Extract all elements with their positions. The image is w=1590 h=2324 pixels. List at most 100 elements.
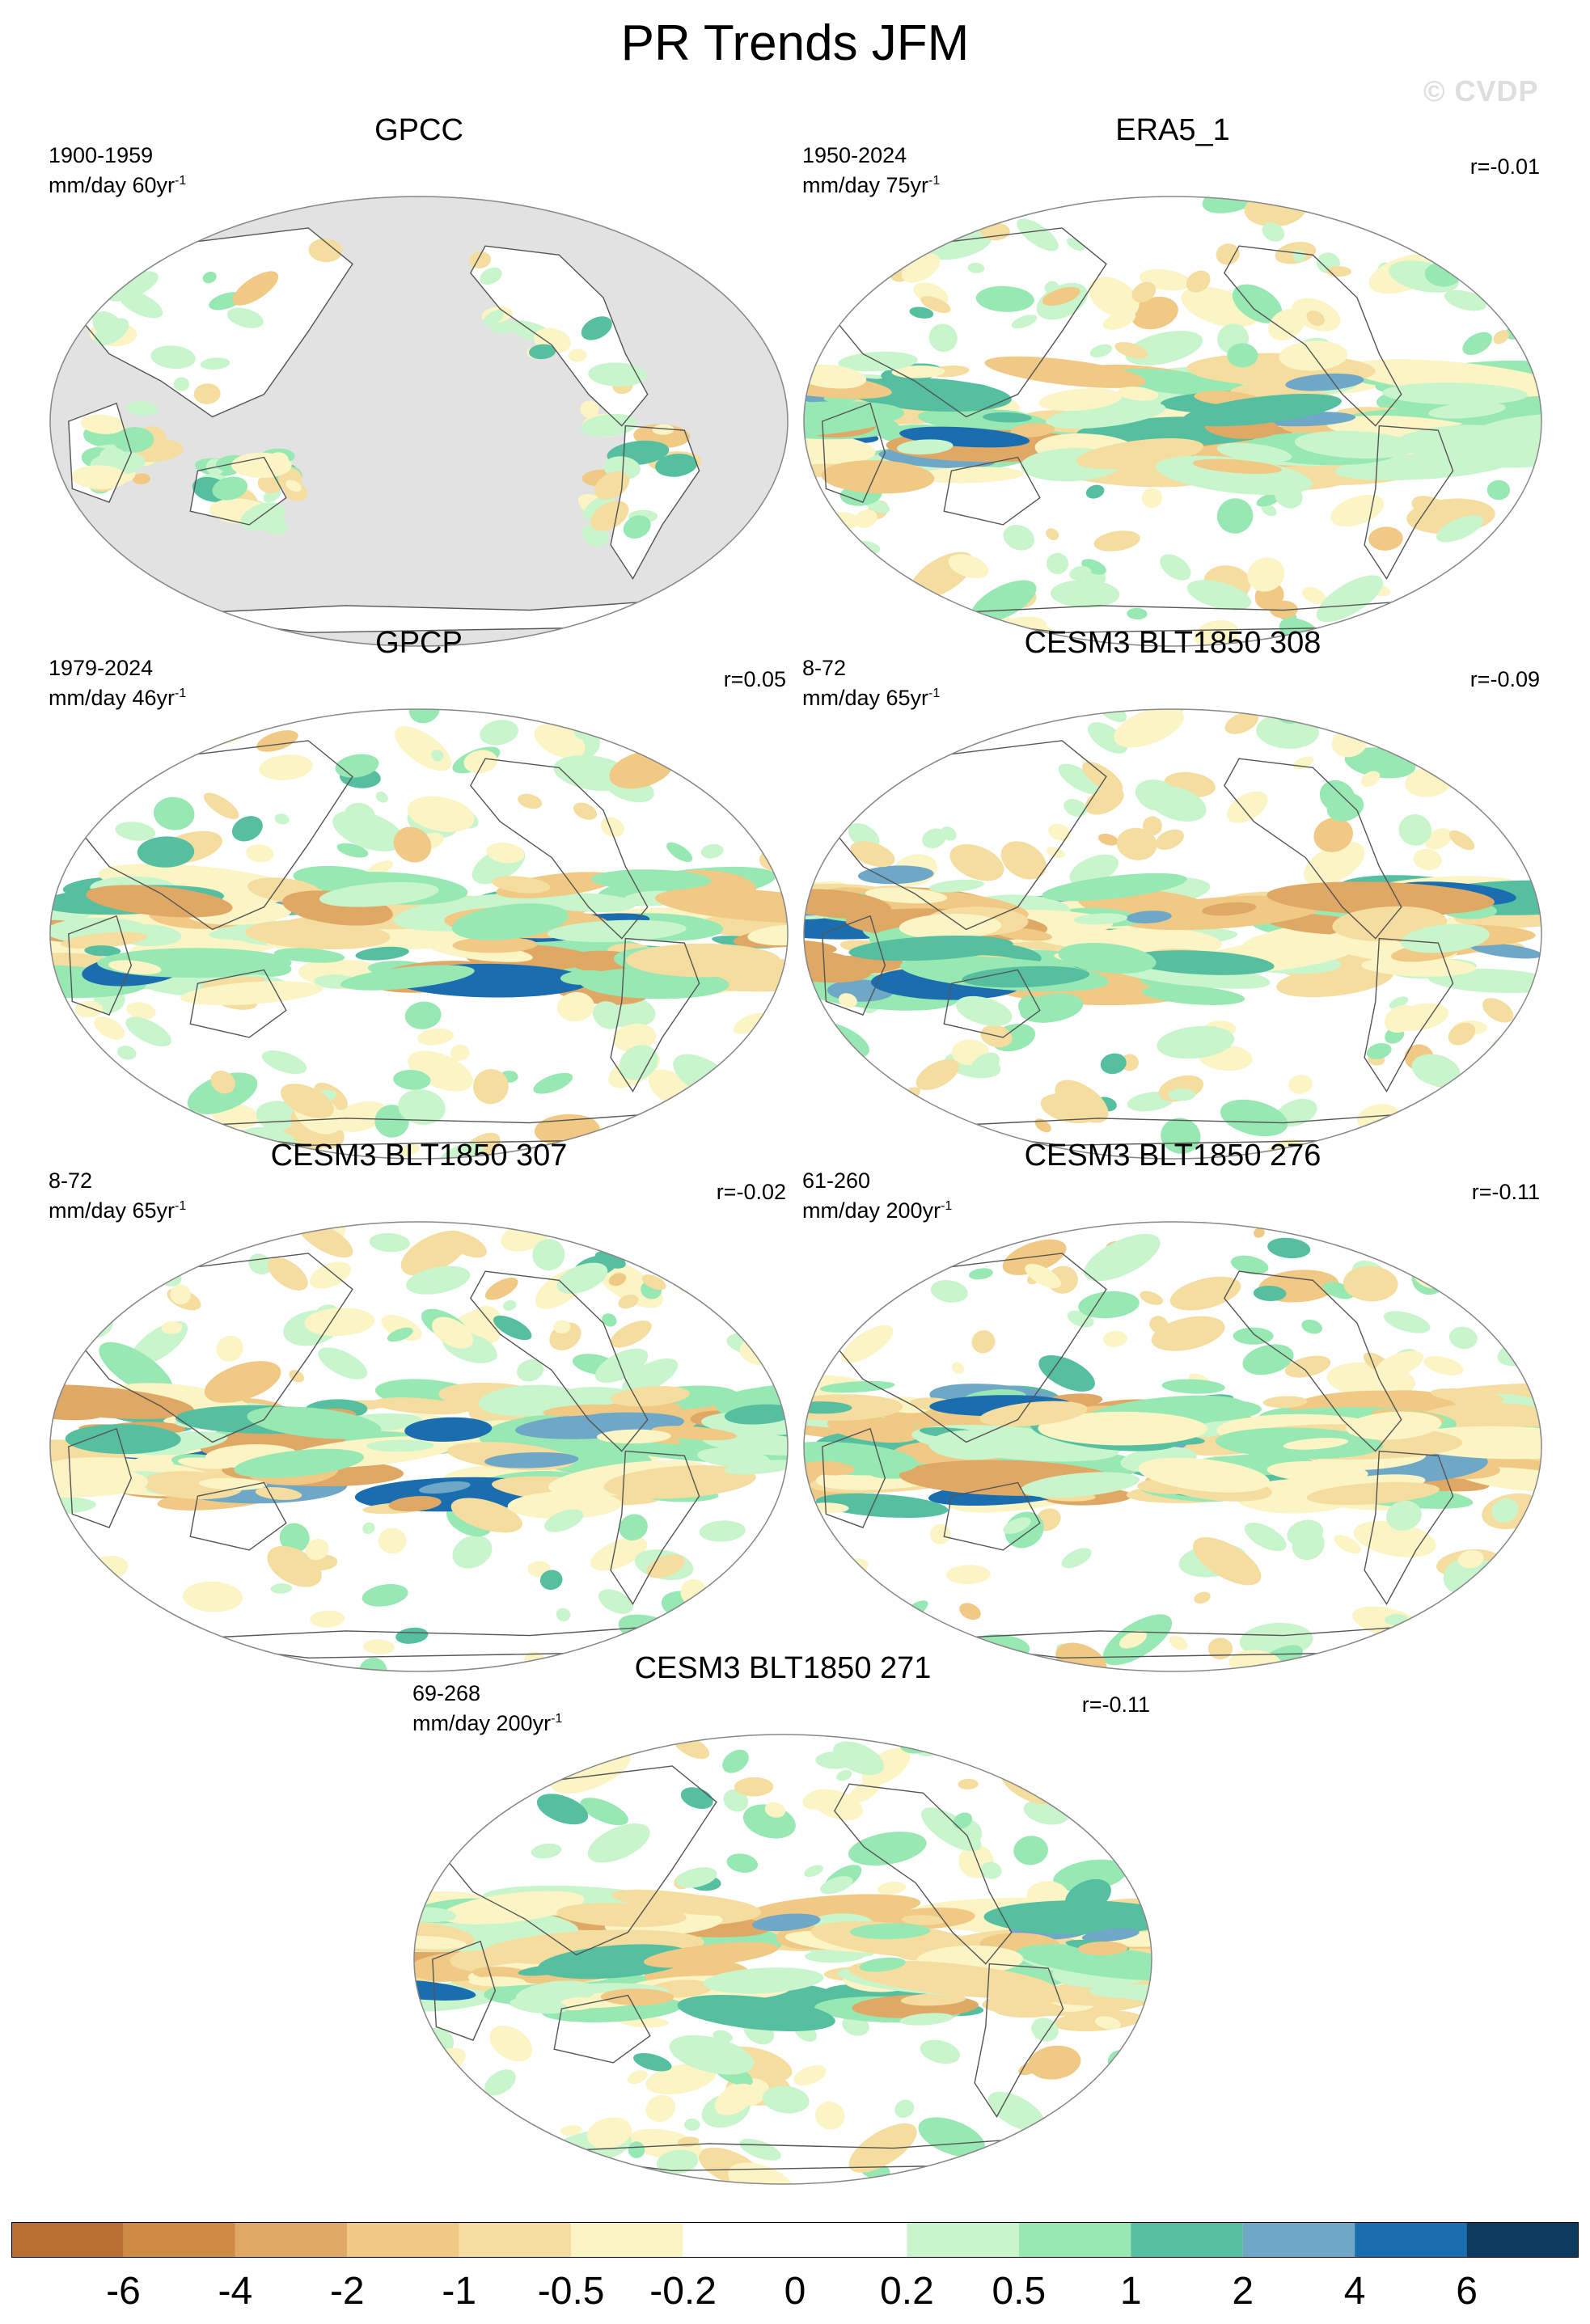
trend-contour — [1262, 1396, 1308, 1409]
colorbar-box — [11, 2222, 124, 2258]
trend-contour — [848, 935, 1013, 961]
trend-contour — [50, 1461, 149, 1498]
trend-contour — [1131, 296, 1178, 330]
trend-contour — [1053, 1859, 1127, 1892]
trend-contour — [1084, 1233, 1161, 1282]
trend-contour — [518, 793, 543, 809]
trend-contour — [1383, 1311, 1431, 1333]
trend-contour — [675, 1867, 717, 1888]
trend-contour — [1169, 1276, 1241, 1311]
trend-contour — [1389, 996, 1409, 1009]
trend-contour — [937, 1222, 979, 1244]
trend-contour — [628, 2141, 645, 2158]
trend-contour — [1186, 270, 1211, 293]
trend-contour — [108, 960, 162, 974]
trend-contour — [1202, 902, 1257, 916]
trend-contour — [1089, 1986, 1136, 1998]
trend-contour — [1233, 1327, 1274, 1345]
trend-contour — [50, 1320, 82, 1355]
trend-contour — [369, 1232, 410, 1253]
units-text: mm/day 46yr — [49, 686, 175, 710]
trend-contour — [592, 1001, 624, 1029]
trend-contour — [1460, 715, 1535, 752]
colorbar-box — [571, 2222, 683, 2258]
trend-contour — [804, 1375, 863, 1399]
trend-contour — [1482, 998, 1514, 1023]
trend-contour — [393, 1070, 431, 1090]
trend-contour — [1216, 498, 1254, 534]
trend-contour — [161, 1320, 183, 1334]
trend-contour — [970, 1052, 1000, 1075]
coastline — [833, 1783, 1013, 1965]
trend-contour — [804, 196, 842, 226]
colorbar-box — [1466, 2222, 1579, 2258]
trend-contour — [1385, 1500, 1422, 1531]
units-text: mm/day 200yr — [412, 1711, 552, 1735]
trend-contour — [1493, 547, 1528, 581]
trend-contour — [1072, 1760, 1152, 1802]
trend-contour — [861, 1747, 911, 1786]
trend-contour — [747, 924, 788, 946]
trend-contour — [1330, 494, 1385, 527]
trend-contour — [1430, 1388, 1504, 1404]
trend-contour — [1046, 552, 1069, 575]
trend-contour — [304, 1308, 375, 1337]
map-border — [49, 708, 789, 1160]
trend-contour — [472, 1069, 509, 1105]
trend-contour — [1028, 2045, 1081, 2080]
coastline — [442, 1765, 717, 1956]
trend-contour — [484, 1278, 518, 1300]
trend-contour — [1448, 1022, 1476, 1046]
trend-contour — [1143, 816, 1162, 836]
trend-contour — [94, 1016, 125, 1040]
trend-contour — [618, 1294, 639, 1309]
trend-contour — [492, 2152, 521, 2170]
trend-contour — [1469, 943, 1541, 959]
trend-contour — [970, 580, 1037, 623]
trend-contour — [1401, 1426, 1541, 1460]
trend-contour — [1093, 530, 1140, 551]
trend-contour — [340, 965, 475, 991]
trend-contour — [510, 1997, 569, 2014]
trend-contour — [544, 1509, 584, 1532]
colorbar-label: -1 — [442, 2270, 477, 2313]
trend-contour — [1256, 492, 1281, 507]
trend-contour — [979, 1401, 1088, 1427]
units-text: mm/day 65yr — [49, 1198, 175, 1223]
trend-contour — [848, 1960, 1056, 1999]
panel-period: 61-260 — [802, 1168, 871, 1193]
trend-contour — [928, 879, 984, 893]
trend-contour — [820, 1876, 853, 1895]
trend-contour — [259, 754, 313, 780]
trend-contour — [1448, 1326, 1478, 1350]
coastline — [832, 740, 1107, 931]
trend-contour — [573, 802, 598, 820]
trend-contour — [1353, 1520, 1436, 1557]
trend-contour — [1457, 1550, 1484, 1569]
trend-contour — [850, 1923, 931, 1940]
panel-period: 1979-2024 — [49, 656, 154, 680]
trend-contour — [426, 2166, 475, 2184]
trend-contour — [1493, 330, 1510, 344]
trend-contour — [994, 2001, 1064, 2018]
trend-contour — [451, 903, 569, 940]
trend-contour — [1058, 943, 1157, 974]
panel-period: 1900-1959 — [49, 143, 154, 167]
trend-contour — [586, 2117, 632, 2149]
trend-contour — [1058, 763, 1102, 795]
trend-contour — [1192, 458, 1283, 475]
trend-contour — [132, 473, 151, 485]
trend-contour — [806, 955, 904, 975]
main-title: PR Trends JFM — [620, 15, 970, 71]
panel-correlation: r=-0.09 — [1469, 667, 1540, 691]
coastline — [610, 425, 700, 580]
trend-contour — [318, 1347, 368, 1380]
trend-contour — [1064, 799, 1087, 818]
trend-contour — [1061, 1750, 1093, 1780]
trend-contour — [363, 1639, 395, 1654]
trend-contour — [928, 1430, 1018, 1460]
trend-contour — [1398, 814, 1432, 846]
trend-contour — [920, 296, 951, 314]
trend-contour — [362, 1522, 375, 1534]
trend-contour — [281, 1084, 334, 1118]
